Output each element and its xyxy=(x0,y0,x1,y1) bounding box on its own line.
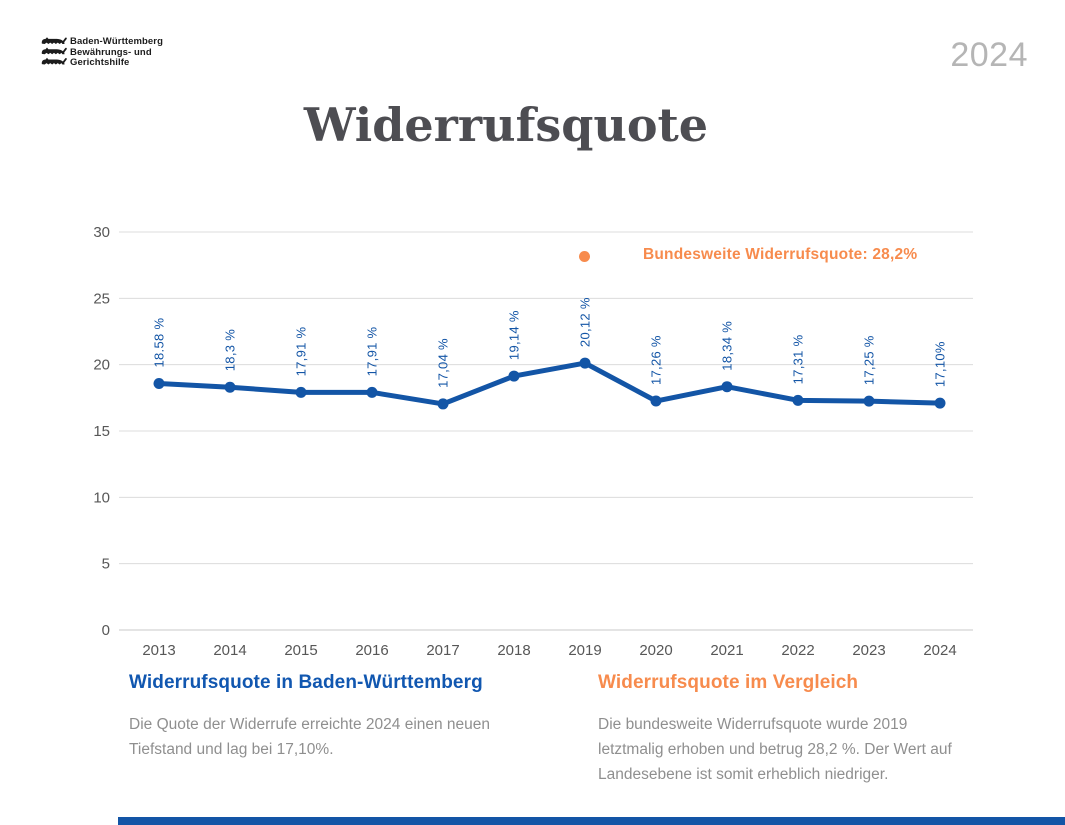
bottom-accent-bar xyxy=(118,817,1065,825)
legend-dot-icon xyxy=(579,251,590,262)
legend-label: Bundesweite Widerrufsquote: 28,2% xyxy=(643,246,918,263)
data-point xyxy=(366,386,378,398)
data-point xyxy=(508,370,520,382)
x-axis-tick-label: 2014 xyxy=(213,642,246,659)
x-axis-tick-label: 2024 xyxy=(923,642,956,659)
page-title: Widerrufsquote xyxy=(303,98,709,152)
y-axis-tick-label: 5 xyxy=(102,556,110,573)
logo-text-line3: Gerichtshilfe xyxy=(70,57,130,68)
data-point-label: 17,91 % xyxy=(294,326,309,376)
data-point xyxy=(721,381,733,393)
x-axis-tick-label: 2016 xyxy=(355,642,388,659)
data-point xyxy=(579,357,591,369)
data-point-label: 17,04 % xyxy=(436,338,451,388)
x-axis-tick-label: 2021 xyxy=(710,642,743,659)
footer-heading-bw: Widerrufsquote in Baden-Württemberg xyxy=(129,672,483,693)
data-point-label: 17,10% xyxy=(933,341,948,387)
data-point-label: 17,31 % xyxy=(791,334,806,384)
data-point xyxy=(650,395,662,407)
footer-body-bw: Die Quote der Widerrufe erreichte 2024 e… xyxy=(129,716,491,758)
data-point-label: 18,34 % xyxy=(720,321,735,371)
y-axis-tick-label: 0 xyxy=(102,622,110,639)
data-point-label: 18,3 % xyxy=(223,329,238,371)
x-axis-tick-label: 2018 xyxy=(497,642,530,659)
data-point xyxy=(934,397,946,409)
footer-body-vergleich: Die bundesweite Widerrufsquote wurde 201… xyxy=(598,716,952,783)
x-axis-tick-label: 2020 xyxy=(639,642,672,659)
x-axis-tick-label: 2023 xyxy=(852,642,885,659)
data-point xyxy=(295,386,307,398)
x-axis-tick-label: 2017 xyxy=(426,642,459,659)
data-point-label: 18.58 % xyxy=(152,318,167,368)
x-axis-tick-label: 2013 xyxy=(142,642,175,659)
logo-text: Baden-Württemberg Bewährungs- und Gerich… xyxy=(70,36,164,69)
data-point xyxy=(437,398,449,410)
y-axis-tick-label: 20 xyxy=(93,357,110,374)
data-point xyxy=(224,381,236,393)
series-line xyxy=(156,360,943,407)
x-axis-tick-label: 2022 xyxy=(781,642,814,659)
y-axis-tick-label: 25 xyxy=(93,290,110,307)
data-point xyxy=(863,395,875,407)
x-axis-tick-label: 2015 xyxy=(284,642,317,659)
data-point-label: 20,12 % xyxy=(578,297,593,347)
year-label: 2024 xyxy=(950,36,1028,74)
logo-text-line2: Bewährungs- und xyxy=(70,46,152,58)
y-axis-tick-label: 30 xyxy=(93,224,110,241)
logo-text-line1: Baden-Württemberg xyxy=(70,36,164,47)
y-axis-tick-label: 15 xyxy=(93,423,110,440)
x-axis-tick-label: 2019 xyxy=(568,642,601,659)
data-point-label: 17,91 % xyxy=(365,326,380,376)
data-point-label: 17,25 % xyxy=(862,335,877,385)
data-point-label: 17,26 % xyxy=(649,335,664,385)
data-point-label: 19,14 % xyxy=(507,310,522,360)
data-point xyxy=(153,378,165,390)
footer-heading-vergleich: Widerrufsquote im Vergleich xyxy=(598,672,859,693)
y-axis-tick-label: 10 xyxy=(93,489,110,506)
data-point xyxy=(792,394,804,406)
